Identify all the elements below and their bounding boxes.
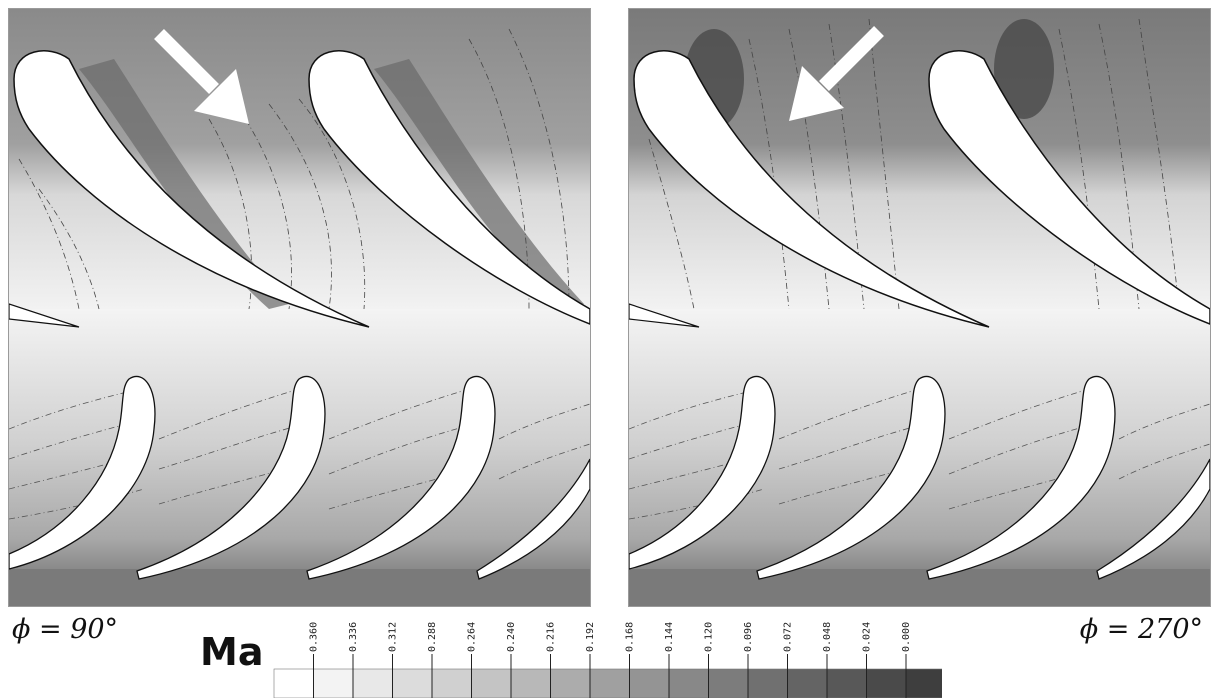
- flow-direction-arrow: [789, 26, 884, 121]
- colorbar-tick-label: 0.264: [467, 622, 478, 652]
- stator-blade: [308, 50, 590, 325]
- colorbar-swatch: [550, 668, 591, 698]
- rotor-blade: [306, 375, 496, 580]
- colorbar-tick-label: 0.168: [625, 622, 636, 652]
- colorbar-tick-label: 0.072: [783, 622, 794, 652]
- colorbar-tick-label: 0.240: [506, 622, 517, 652]
- colorbar-swatch: [392, 668, 433, 698]
- colorbar-tick-label: 0.360: [309, 622, 320, 652]
- colorbar-swatch: [510, 668, 551, 698]
- colorbar-tick-label: 0.288: [427, 622, 438, 652]
- phase-label-left: ϕ = 90°: [12, 614, 119, 645]
- colorbar-tick-label: 0.336: [348, 622, 359, 652]
- colorbar-swatch: [352, 668, 393, 698]
- rotor-blade: [756, 375, 946, 580]
- legend-title: Ma: [200, 630, 264, 674]
- stator-blade: [633, 50, 990, 328]
- colorbar-swatch: [866, 668, 907, 698]
- colorbar-swatch: [905, 668, 942, 698]
- colorbar-swatch: [747, 668, 788, 698]
- stator-blade-trailing-edge: [629, 303, 700, 328]
- colorbar-tick-label: 0.024: [862, 622, 873, 652]
- colorbar-tick-label: 0.312: [388, 622, 399, 652]
- mach-contour-field-left: [9, 9, 590, 606]
- colorbar-tick-label: 0.144: [664, 622, 675, 652]
- colorbar-swatch: [471, 668, 512, 698]
- rotor-blade: [136, 375, 326, 580]
- colorbar-tick-label: 0.216: [546, 622, 557, 652]
- colorbar-swatch: [826, 668, 867, 698]
- colorbar-tick-label: 0.120: [704, 622, 715, 652]
- stator-blade: [928, 50, 1210, 325]
- colorbar-swatch: [431, 668, 472, 698]
- rotor-blade: [1096, 458, 1210, 580]
- colorbar-swatch: [273, 668, 314, 698]
- colorbar-tick-label: 0.192: [585, 622, 596, 652]
- stator-blade-trailing-edge: [9, 303, 80, 328]
- mach-colorbar: 0.360 0.336 0.312 0.288 0.264 0.240 0.216 0.192…: [272, 610, 942, 698]
- colorbar-tick-label: 0.048: [822, 622, 833, 652]
- colorbar-swatch: [589, 668, 630, 698]
- outlet-band: [9, 569, 590, 606]
- outlet-band: [629, 569, 1210, 606]
- rotor-blade: [476, 458, 590, 580]
- mach-contour-field-right: [629, 9, 1210, 606]
- colorbar-swatch: [629, 668, 670, 698]
- colorbar-swatch: [708, 668, 749, 698]
- phase-label-right: ϕ = 270°: [1079, 614, 1203, 645]
- stator-blade: [13, 50, 370, 328]
- contour-panel-phi-90: [8, 8, 591, 607]
- colorbar-swatch: [313, 668, 354, 698]
- colorbar-swatch: [787, 668, 828, 698]
- rotor-blade: [926, 375, 1116, 580]
- flow-direction-arrow: [154, 29, 249, 124]
- rotor-blade: [9, 375, 156, 570]
- colorbar-tick-label: 0.000: [901, 622, 912, 652]
- colorbar-tick-label: 0.096: [743, 622, 754, 652]
- colorbar-swatch: [668, 668, 709, 698]
- contour-panel-phi-270: [628, 8, 1211, 607]
- colorbar-svg: 0.360 0.336 0.312 0.288 0.264 0.240 0.216 0.192…: [273, 622, 942, 698]
- rotor-blade: [629, 375, 776, 570]
